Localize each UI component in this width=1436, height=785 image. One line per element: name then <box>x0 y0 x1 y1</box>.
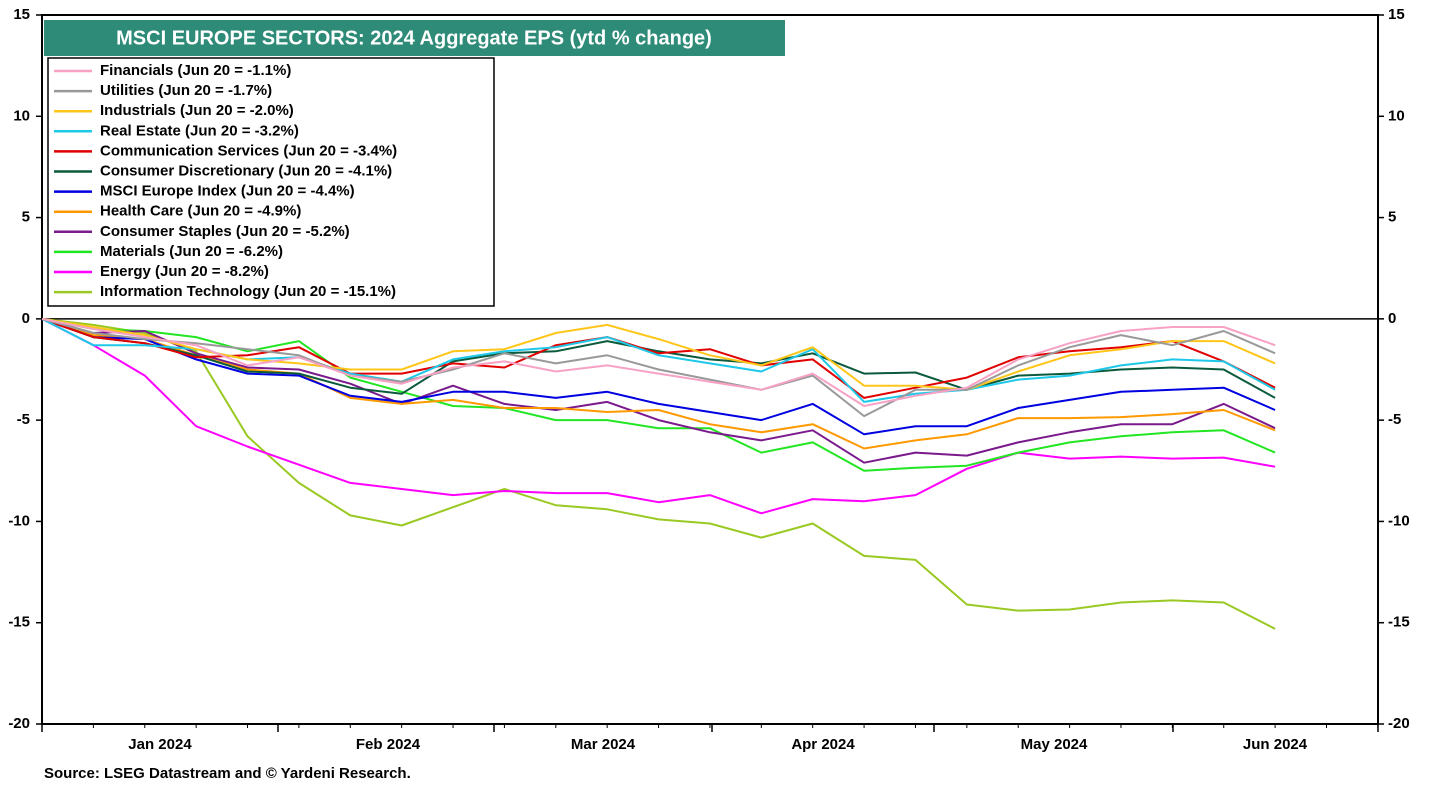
y-tick-label: 0 <box>22 310 30 327</box>
legend-label: Utilities (Jun 20 = -1.7%) <box>100 82 272 99</box>
series-line <box>41 317 1276 399</box>
series-line <box>41 317 1276 399</box>
series-line <box>41 317 1276 472</box>
series-line <box>41 317 1276 436</box>
legend-label: MSCI Europe Index (Jun 20 = -4.4%) <box>100 183 355 200</box>
y2-tick-label: 5 <box>1388 209 1396 226</box>
chart-title: MSCI EUROPE SECTORS: 2024 Aggregate EPS … <box>116 27 712 49</box>
y2-tick-label: -10 <box>1388 512 1410 529</box>
y2-tick-label: -5 <box>1388 411 1401 428</box>
x-tick-label: Feb 2024 <box>356 736 421 753</box>
legend-label: Energy (Jun 20 = -8.2%) <box>100 263 269 280</box>
legend-label: Information Technology (Jun 20 = -15.1%) <box>100 283 396 300</box>
series-line <box>41 317 1276 418</box>
y-tick-label: -10 <box>8 512 30 529</box>
legend-label: Health Care (Jun 20 = -4.9%) <box>100 203 301 220</box>
y-tick-label: 5 <box>22 209 30 226</box>
x-tick-label: Apr 2024 <box>791 736 855 753</box>
series-line <box>41 317 1276 391</box>
legend-label: Consumer Discretionary (Jun 20 = -4.1%) <box>100 162 392 179</box>
legend-label: Materials (Jun 20 = -6.2%) <box>100 243 283 260</box>
source-note: Source: LSEG Datastream and © Yardeni Re… <box>44 765 411 782</box>
y-tick-label: -20 <box>8 715 30 732</box>
y2-tick-label: 0 <box>1388 310 1396 327</box>
title-box <box>44 20 785 56</box>
y2-tick-label: 10 <box>1388 107 1405 124</box>
series-lines <box>41 317 1378 630</box>
legend-box <box>47 57 495 307</box>
series-line <box>41 317 1276 630</box>
y-tick-label: 10 <box>13 107 30 124</box>
series-line <box>41 318 1276 515</box>
y-tick-label: -15 <box>8 614 30 631</box>
y2-tick-label: -20 <box>1388 715 1410 732</box>
x-tick-label: Jun 2024 <box>1243 736 1308 753</box>
legend-label: Consumer Staples (Jun 20 = -5.2%) <box>100 223 350 240</box>
x-tick-label: Jan 2024 <box>128 736 192 753</box>
legend-label: Financials (Jun 20 = -1.1%) <box>100 62 291 79</box>
legend-label: Communication Services (Jun 20 = -3.4%) <box>100 142 397 159</box>
series-line <box>41 317 1276 407</box>
y-tick-label: 15 <box>13 6 30 23</box>
x-tick-label: Mar 2024 <box>571 736 636 753</box>
y-tick-label: -5 <box>17 411 30 428</box>
y2-tick-label: 15 <box>1388 6 1405 23</box>
legend-label: Real Estate (Jun 20 = -3.2%) <box>100 122 299 139</box>
legend-label: Industrials (Jun 20 = -2.0%) <box>100 102 294 119</box>
series-line <box>41 317 1276 450</box>
y2-tick-label: -15 <box>1388 614 1410 631</box>
series-line <box>41 317 1276 464</box>
x-tick-label: May 2024 <box>1021 736 1088 753</box>
